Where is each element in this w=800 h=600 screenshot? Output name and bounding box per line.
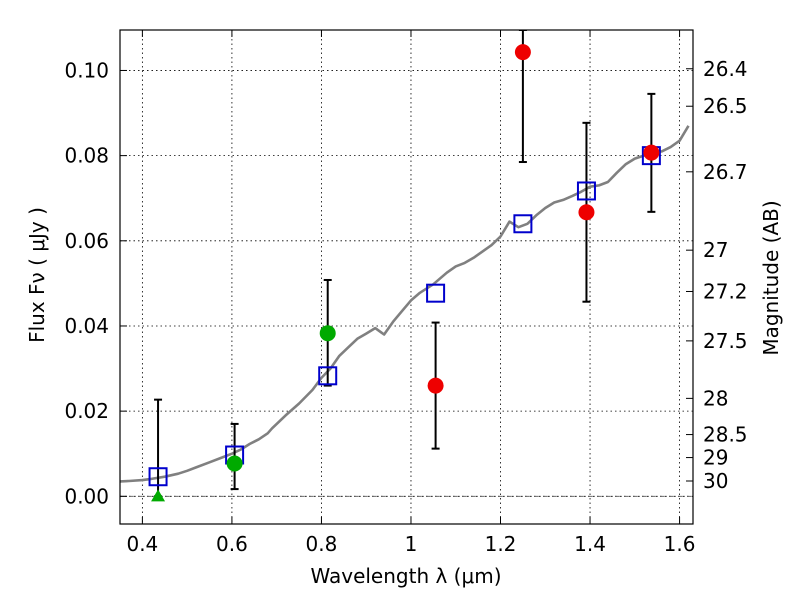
grid-lines — [120, 30, 693, 524]
detection-point — [226, 455, 243, 472]
x-tick-label: 0.4 — [126, 532, 158, 556]
y-tick-label: 0.06 — [64, 229, 109, 253]
model-spectrum-line — [120, 125, 690, 483]
y-axis-title: Flux Fν ( μJy ) — [25, 207, 49, 343]
right-tick-label: 27 — [703, 238, 728, 262]
right-tick-label: 27.5 — [703, 329, 748, 353]
right-axis-title: Magnitude (AB) — [759, 200, 783, 355]
model-photometry-square — [318, 366, 338, 386]
plot-area — [120, 30, 690, 502]
detection-point — [319, 325, 336, 342]
y-tick-label: 0.08 — [64, 144, 109, 168]
right-tick-label: 26.4 — [703, 57, 748, 81]
x-tick-label: 0.8 — [306, 532, 338, 556]
right-tick-label: 28.5 — [703, 423, 748, 447]
y-tick-label: 0.04 — [64, 314, 109, 338]
x-tick-label: 1 — [405, 532, 418, 556]
right-tick-label: 28 — [703, 386, 728, 410]
x-axis-title: Wavelength λ (μm) — [310, 564, 501, 588]
right-tick-label: 27.2 — [703, 279, 748, 303]
detection-point — [427, 377, 444, 394]
x-tick-label: 0.6 — [216, 532, 248, 556]
y-tick-label: 0.02 — [64, 399, 109, 423]
plot-frame — [119, 29, 694, 525]
model-photometry-square — [148, 467, 168, 487]
axis-ticks: 0.4 0.6 0.8 1 1.2 1.4 1.6 0.00 0.02 0.04 0.06 0.08 0… — [64, 30, 748, 556]
right-tick-label: 30 — [703, 469, 728, 493]
x-tick-label: 1.4 — [574, 532, 606, 556]
right-tick-label: 26.5 — [703, 94, 748, 118]
upper-limit-triangle — [151, 489, 166, 502]
x-tick-label: 1.2 — [485, 532, 517, 556]
model-photometry-square — [426, 283, 446, 303]
right-tick-label: 29 — [703, 446, 728, 470]
x-tick-label: 1.6 — [664, 532, 696, 556]
detection-point — [578, 204, 595, 221]
y-tick-label: 0.10 — [64, 58, 109, 82]
right-tick-label: 26.7 — [703, 160, 748, 184]
detection-point — [643, 144, 660, 161]
detection-point — [514, 44, 531, 61]
y-tick-label: 0.00 — [64, 484, 109, 508]
model-photometry-square — [513, 214, 533, 234]
model-photometry-square — [576, 181, 596, 201]
